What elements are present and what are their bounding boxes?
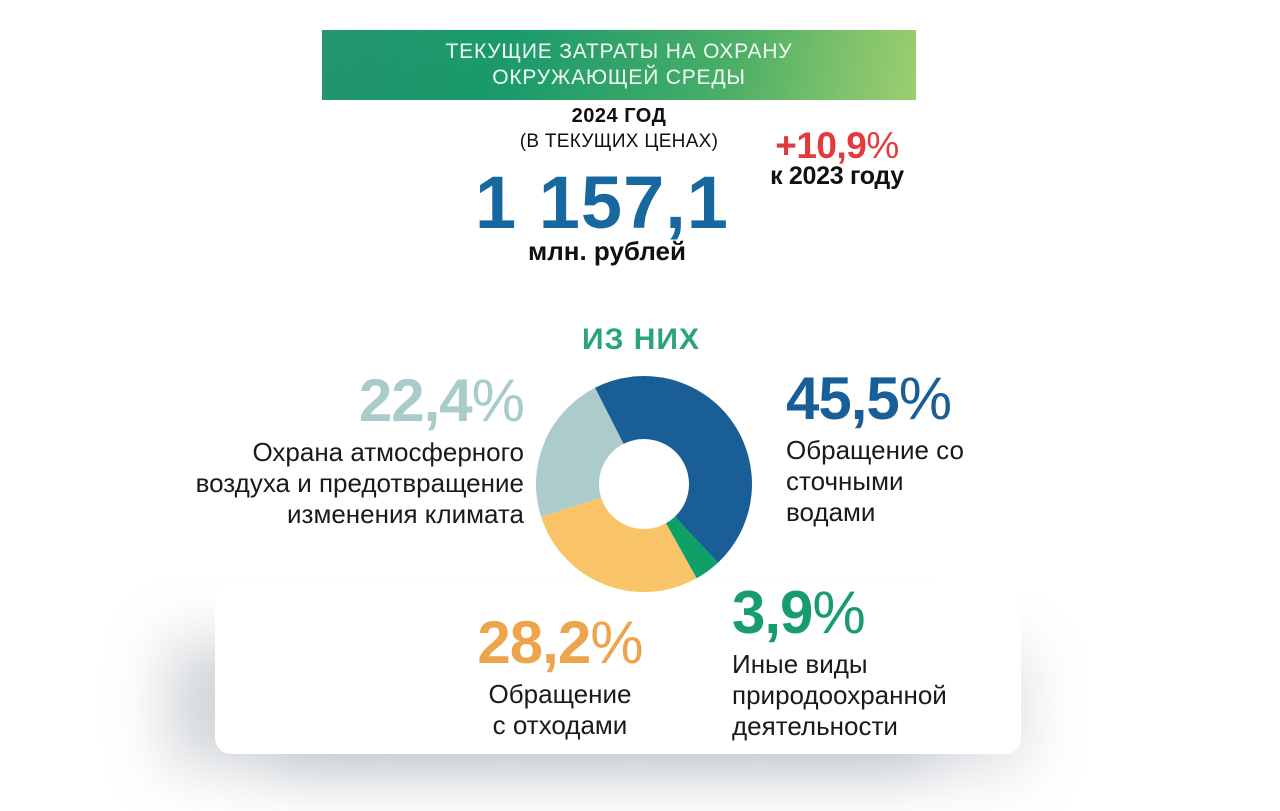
callout-other-percent: 3,9%	[732, 583, 947, 643]
section-title: ИЗ НИХ	[582, 323, 700, 356]
bottom-card	[215, 584, 1021, 754]
callout-other: 3,9% Иные виды природоохранной деятельно…	[732, 583, 947, 742]
change-number: +10,9	[775, 125, 867, 166]
donut-segment-air	[536, 387, 624, 517]
callout-waste-percent: 28,2%	[448, 613, 672, 673]
change-value: +10,9%	[744, 127, 930, 165]
change-badge: +10,9% к 2023 году	[744, 127, 930, 190]
donut-chart	[536, 375, 753, 592]
subheader: 2024 ГОД (В ТЕКУЩИХ ЦЕНАХ)	[322, 105, 916, 153]
callout-air: 22,4% Охрана атмосферного воздуха и пред…	[195, 371, 525, 530]
callout-air-label: Охрана атмосферного воздуха и предотвращ…	[195, 437, 524, 529]
callout-water-number: 45,5	[786, 365, 900, 432]
prices-note: (В ТЕКУЩИХ ЦЕНАХ)	[519, 131, 719, 152]
banner-title-line2: ОКРУЖАЮЩЕЙ СРЕДЫ	[492, 66, 746, 89]
donut-segment-waste	[541, 497, 697, 592]
callout-other-number: 3,9	[732, 579, 813, 646]
percent-sign: %	[590, 609, 643, 676]
total-value: 1 157,1	[475, 161, 729, 244]
percent-sign: %	[898, 365, 952, 432]
callout-water: 45,5% Обращение со сточными водами	[786, 369, 964, 528]
callout-air-percent: 22,4%	[196, 371, 525, 431]
percent-sign: %	[471, 367, 525, 434]
callout-waste: 28,2% Обращение с отходами	[448, 613, 672, 741]
callout-waste-label: Обращение с отходами	[488, 679, 632, 740]
total-unit: млн. рублей	[528, 236, 686, 266]
donut-segment-water	[594, 375, 753, 563]
banner-title-line1: ТЕКУЩИЕ ЗАТРАТЫ НА ОХРАНУ	[445, 40, 793, 63]
change-caption: к 2023 году	[770, 162, 904, 190]
callout-water-label: Обращение со сточными водами	[786, 435, 964, 527]
callout-air-number: 22,4	[358, 367, 473, 434]
percent-sign: %	[866, 125, 899, 166]
callout-water-percent: 45,5%	[786, 369, 964, 429]
callout-other-label: Иные виды природоохранной деятельности	[732, 649, 947, 741]
callout-waste-number: 28,2	[477, 609, 591, 676]
percent-sign: %	[812, 579, 865, 646]
year-label: 2024 ГОД	[571, 105, 667, 127]
header-banner: ТЕКУЩИЕ ЗАТРАТЫ НА ОХРАНУ ОКРУЖАЮЩЕЙ СРЕ…	[322, 30, 916, 100]
donut-segment-other	[665, 516, 718, 579]
